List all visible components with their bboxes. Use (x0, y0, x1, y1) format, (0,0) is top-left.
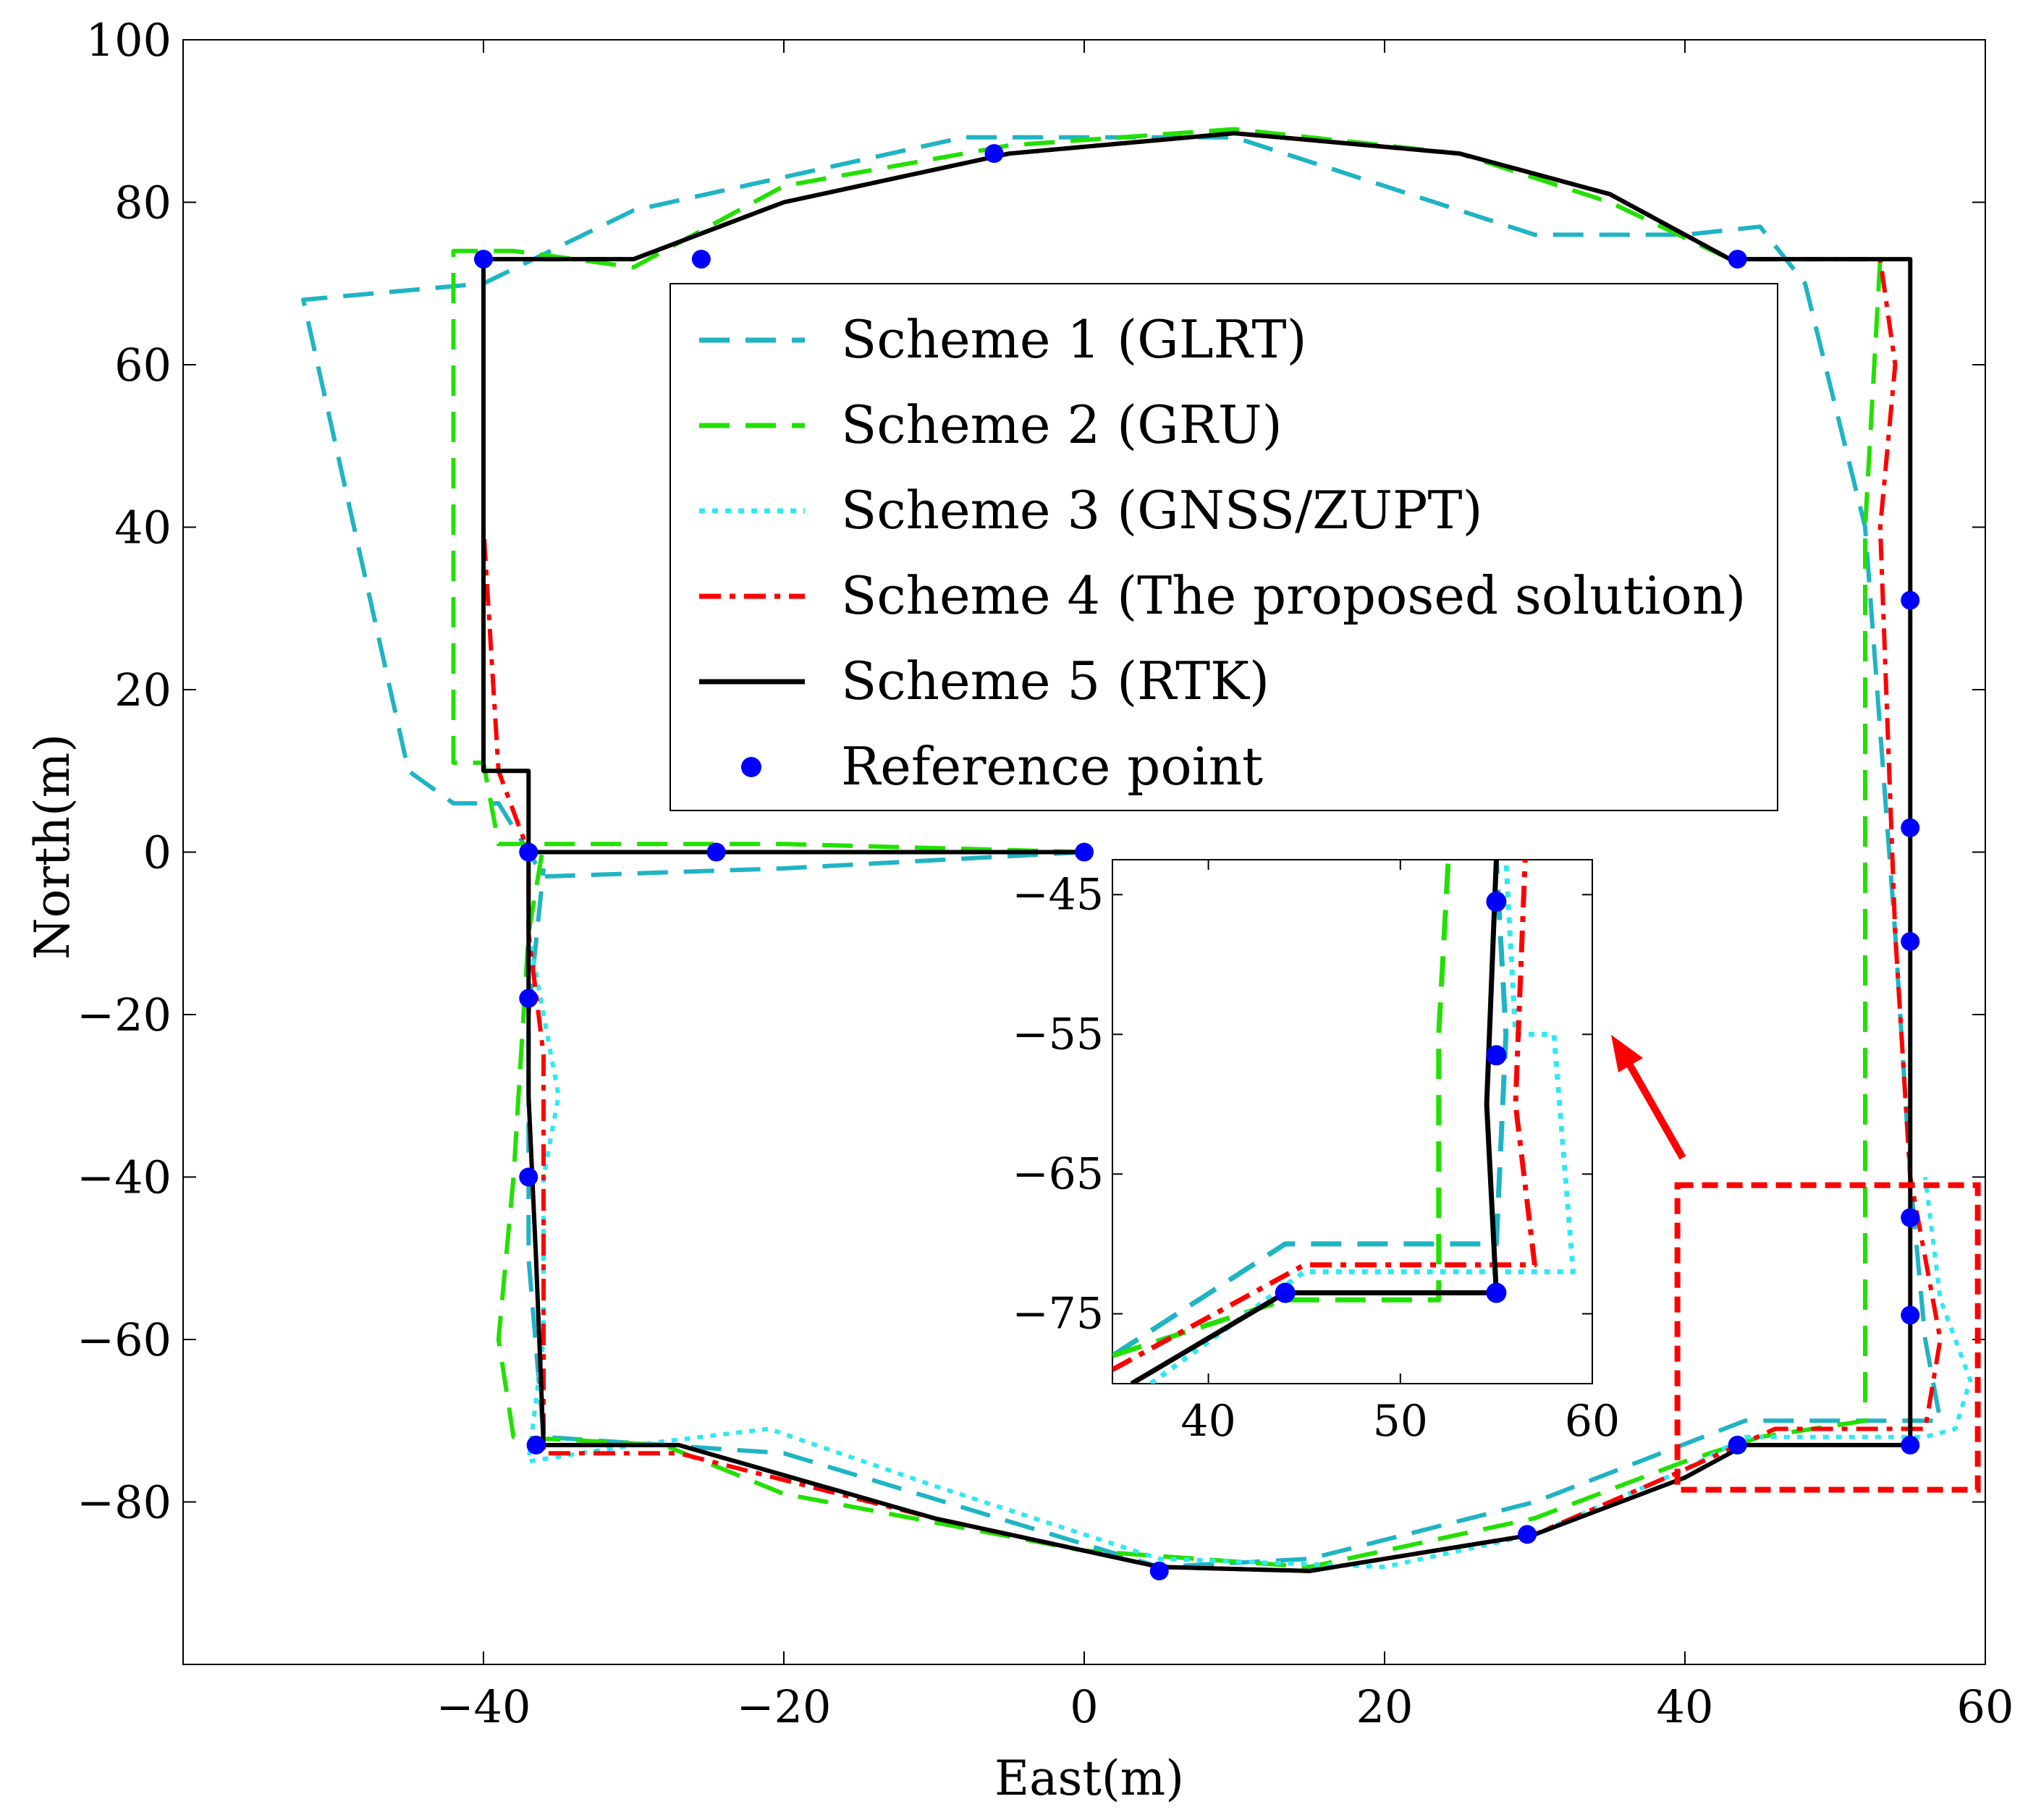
x-tick-label: 20 (1356, 1680, 1414, 1733)
legend-label-2: Scheme 2 (GRU) (841, 394, 1283, 455)
inset-x-tick-label: 40 (1180, 1396, 1235, 1447)
inset-reference-point (1275, 1282, 1296, 1303)
reference-point (691, 250, 711, 269)
legend-label-4: Scheme 4 (The proposed solution) (841, 565, 1746, 626)
reference-point (1075, 842, 1094, 862)
reference-point (1901, 1208, 1920, 1227)
reference-point (526, 1435, 546, 1455)
legend: Scheme 1 (GLRT) Scheme 2 (GRU) Scheme 3 (G… (669, 283, 1778, 811)
main-series-group (301, 127, 1973, 1573)
y-tick-label: −40 (77, 1151, 172, 1204)
inset-x-tick-label: 50 (1373, 1396, 1428, 1447)
series-line-2 (451, 127, 1883, 1570)
inset-x-tick-label: 60 (1565, 1396, 1620, 1447)
inset-y-tick-label: −65 (1012, 1148, 1104, 1199)
inset-series-line-2 (1112, 860, 1451, 1358)
legend-swatch-reference (741, 757, 761, 777)
y-tick-label: −60 (77, 1313, 172, 1366)
reference-point (474, 250, 493, 269)
x-axis-title: East(m) (994, 1751, 1184, 1806)
inset-y-tick-label: −75 (1012, 1288, 1104, 1339)
inset-reference-point (1486, 1045, 1507, 1066)
inset-series-line-4 (1112, 860, 1537, 1372)
zoom-highlight (1611, 1035, 1981, 1493)
inset-y-tick-label: −45 (1012, 869, 1104, 920)
series-line-5 (481, 131, 1913, 1573)
zoom-arrow-head (1611, 1035, 1643, 1072)
series-line-1 (301, 135, 1943, 1570)
y-tick-label: 0 (143, 826, 172, 879)
reference-point (1901, 931, 1920, 951)
legend-label-3: Scheme 3 (GNSS/ZUPT) (841, 480, 1483, 541)
main-axes-frame: −40 −20 0 20 40 60 100 80 60 40 20 0 −20 −40 −60 −80 (77, 14, 2014, 1733)
inset-zoom-plot: 40 50 60 −45 −55 −65 −75 (1012, 859, 1620, 1447)
reference-point (1149, 1561, 1169, 1580)
reference-point (519, 1167, 538, 1187)
series-line-3 (526, 868, 1973, 1570)
inset-y-tick-label: −55 (1012, 1009, 1104, 1059)
reference-point (1901, 818, 1920, 837)
legend-box (669, 283, 1778, 811)
y-tick-label: 80 (114, 177, 172, 229)
y-tick-label: 100 (86, 14, 172, 67)
reference-point (519, 989, 538, 1008)
inset-reference-point (1486, 1282, 1507, 1303)
y-tick-label: 40 (114, 501, 172, 554)
reference-point (1518, 1525, 1537, 1544)
y-tick-label: −80 (77, 1476, 172, 1529)
reference-point (706, 842, 726, 862)
main-reference-points (474, 144, 1920, 1580)
x-tick-label: −20 (737, 1680, 832, 1733)
y-axis-title: North(m) (25, 734, 80, 960)
legend-label-reference: Reference point (841, 736, 1263, 797)
y-tick-label: 60 (114, 339, 172, 391)
zoom-box (1674, 1182, 1981, 1493)
y-tick-label: 20 (114, 664, 172, 716)
x-tick-label: 60 (1957, 1680, 2014, 1733)
reference-point (519, 842, 538, 862)
reference-point (984, 144, 1004, 164)
reference-point (1728, 250, 1747, 269)
reference-point (1728, 1435, 1747, 1455)
zoom-arrow-shaft (1626, 1063, 1686, 1160)
x-tick-label: −40 (436, 1680, 531, 1733)
y-tick-label: −20 (77, 989, 172, 1041)
reference-point (1901, 1435, 1920, 1455)
reference-point (1901, 1305, 1920, 1325)
x-tick-label: 0 (1070, 1680, 1098, 1733)
reference-point (1901, 591, 1920, 610)
x-tick-label: 40 (1657, 1680, 1714, 1733)
axis-labels: East(m) North(m) (25, 734, 1184, 1806)
legend-label-5: Scheme 5 (RTK) (841, 651, 1269, 711)
inset-reference-point (1486, 891, 1507, 912)
legend-label-1: Scheme 1 (GLRT) (841, 309, 1307, 370)
